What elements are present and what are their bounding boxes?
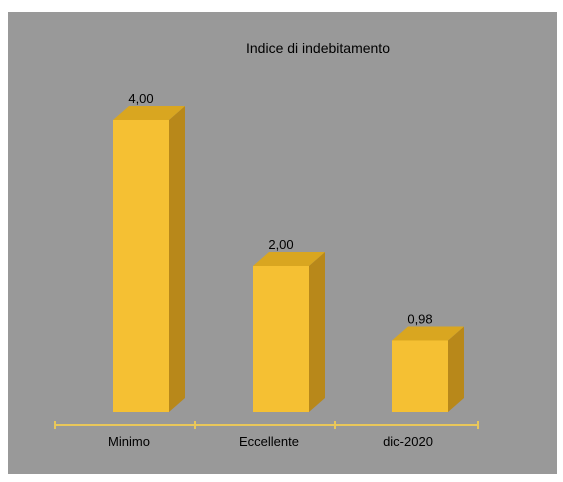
bar-dic-2020 (392, 326, 464, 412)
bar-top (392, 326, 464, 341)
bar-minimo (113, 106, 185, 412)
bar-eccellente (253, 252, 325, 412)
bars-group: 4,00 2,00 0,98 (113, 91, 464, 412)
bar-front (392, 340, 448, 412)
chart-title: Indice di indebitamento (246, 40, 390, 56)
bar-side (309, 252, 325, 412)
category-label: Eccellente (239, 434, 299, 449)
data-label: 2,00 (268, 237, 293, 252)
data-label: 0,98 (407, 311, 432, 326)
bar-top (113, 106, 185, 120)
category-label: Minimo (108, 434, 150, 449)
category-labels: Minimo Eccellente dic-2020 (108, 434, 433, 449)
category-label: dic-2020 (383, 434, 433, 449)
bar-front (113, 120, 169, 412)
bar-side (169, 106, 185, 412)
bar-side (448, 326, 464, 412)
bar-front (253, 266, 309, 412)
x-axis-ticks (54, 421, 479, 429)
data-label: 4,00 (128, 91, 153, 106)
bar-top (253, 252, 325, 266)
